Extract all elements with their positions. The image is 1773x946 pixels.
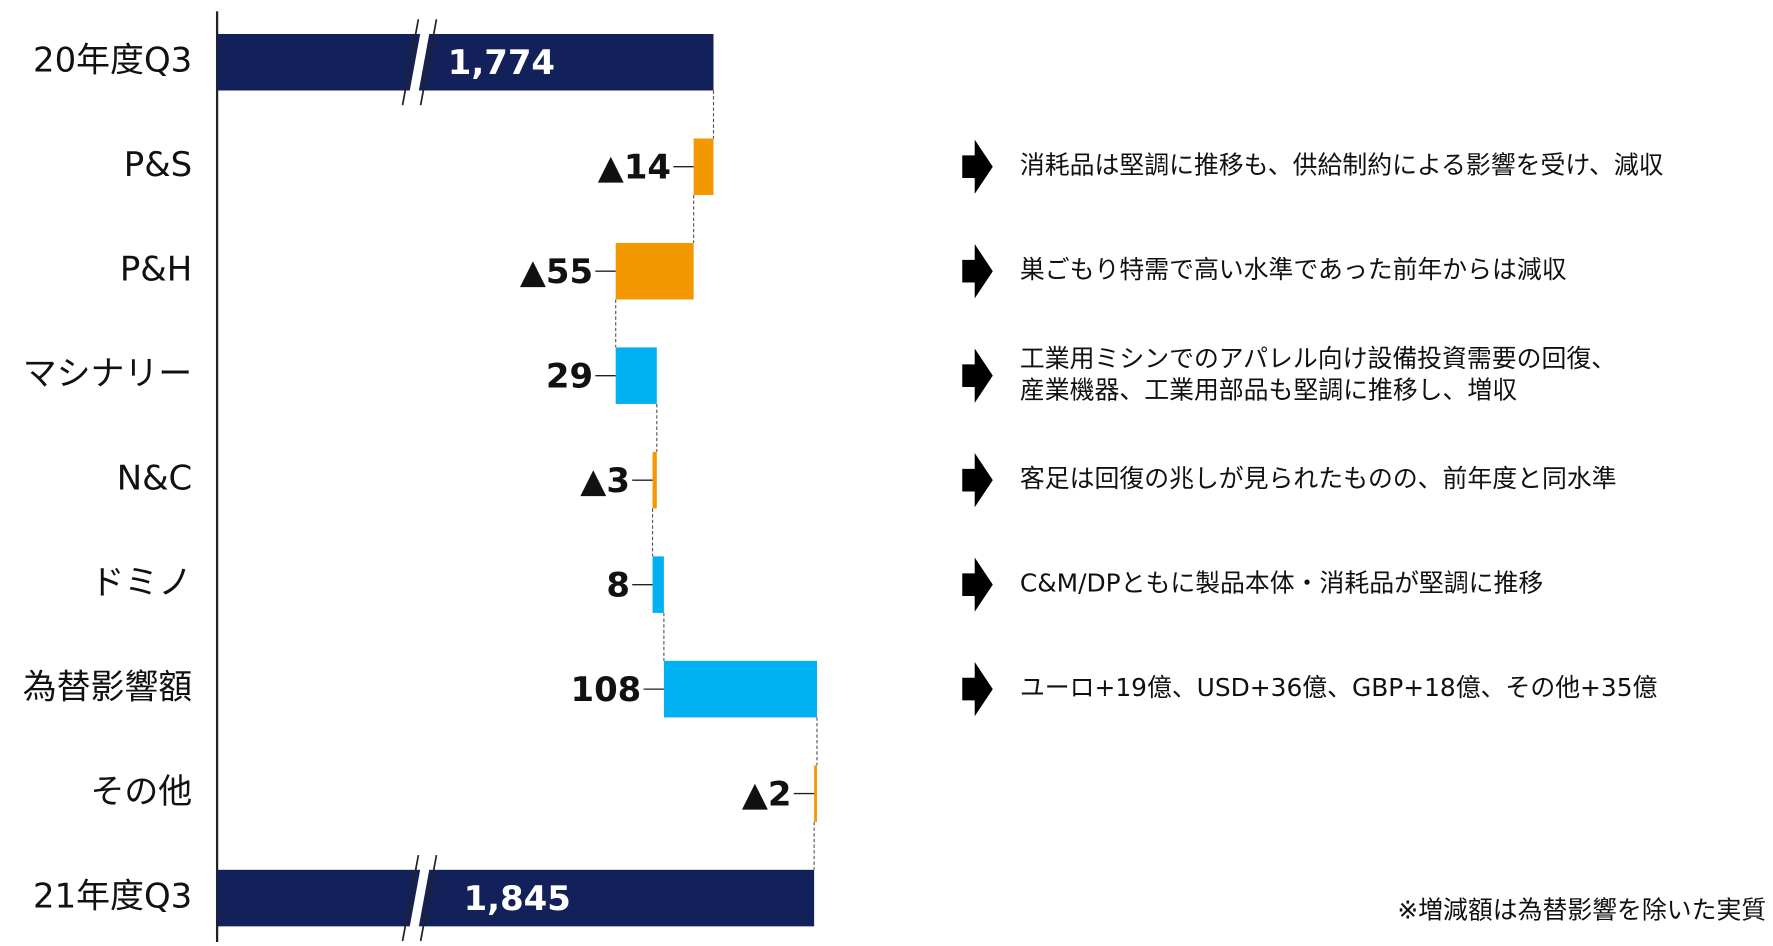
delta-bar	[693, 138, 714, 195]
data-label: ▲2	[742, 774, 792, 813]
category-label: P&S	[124, 145, 192, 184]
annotation: 産業機器、工業用部品も堅調に推移し、増収	[1020, 376, 1517, 405]
axis-break	[401, 19, 420, 106]
delta-bar	[615, 242, 694, 300]
arrow-icon	[962, 453, 993, 508]
arrow-icon	[962, 557, 993, 612]
axis-break	[419, 19, 438, 106]
category-label: マシナリー	[23, 354, 193, 393]
annotation: 客足は回復の兆しが見られたものの、前年度と同水準	[1020, 464, 1617, 493]
category-label: 為替影響額	[23, 668, 193, 707]
data-label: 1,774	[448, 43, 555, 82]
category-label: 21年度Q3	[33, 877, 192, 916]
axis-break-gap	[407, 855, 432, 942]
category-label: N&C	[117, 459, 192, 498]
delta-bar	[663, 660, 817, 718]
data-label: 8	[606, 565, 630, 604]
annotation: C&M/DPともに製品本体・消耗品が堅調に推移	[1020, 569, 1543, 598]
data-label: 29	[546, 356, 593, 395]
delta-bar	[652, 451, 657, 509]
delta-bar	[615, 347, 657, 404]
annotation: 巣ごもり特需で高い水準であった前年からは減収	[1020, 255, 1567, 284]
annotation: 消耗品は堅調に推移も、供給制約による影響を受け、減収	[1020, 151, 1664, 180]
category-label: 20年度Q3	[33, 41, 192, 80]
arrow-icon	[962, 661, 993, 717]
delta-bar	[652, 556, 664, 613]
delta-bar	[814, 765, 817, 822]
data-label: ▲14	[598, 147, 671, 186]
annotation: ユーロ+19億、USD+36億、GBP+18億、その他+35億	[1020, 673, 1657, 702]
axis-break-gap	[407, 19, 432, 106]
arrow-icon	[962, 348, 993, 403]
arrow-icon	[962, 139, 993, 194]
category-label: P&H	[120, 250, 192, 289]
data-label: ▲3	[580, 461, 630, 500]
total-bar	[217, 33, 714, 91]
footnote: ※増減額は為替影響を除いた実質	[1397, 895, 1766, 924]
axis-break	[401, 854, 420, 942]
category-label: ドミノ	[91, 563, 193, 602]
annotation: 工業用ミシンでのアパレル向け設備投資需要の回復、	[1020, 344, 1616, 373]
data-label: 108	[570, 670, 641, 709]
data-label: 1,845	[464, 879, 571, 918]
arrow-icon	[962, 244, 993, 299]
data-label: ▲55	[520, 252, 593, 291]
total-bar	[217, 869, 815, 927]
axis-break	[419, 854, 438, 942]
category-label: その他	[91, 772, 193, 811]
